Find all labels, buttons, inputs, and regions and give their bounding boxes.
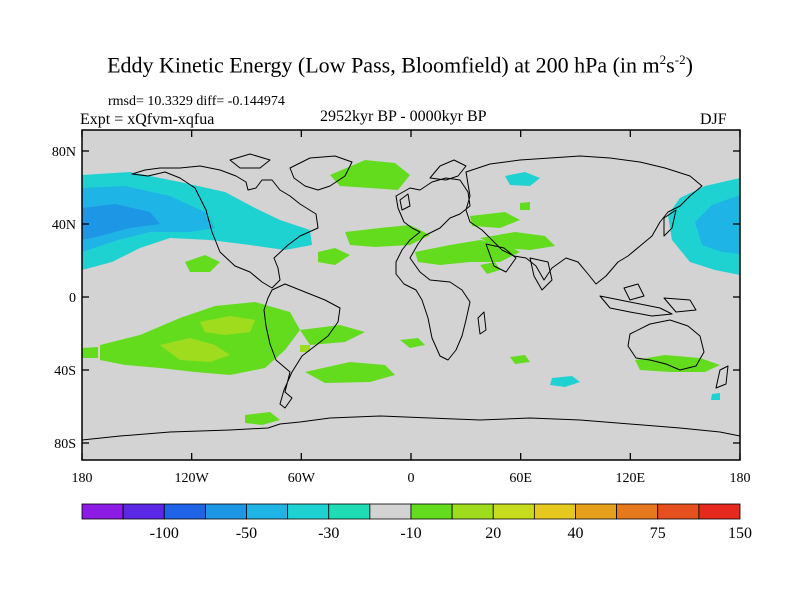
arabia-green (480, 262, 500, 274)
lon-tick-label: 180 (730, 471, 751, 486)
lon-tick-label: 120W (175, 471, 210, 486)
north-america-coast (131, 165, 319, 289)
north-atlantic-green (330, 160, 410, 190)
south-atlantic-green-2 (305, 362, 395, 383)
australia-coast (627, 319, 705, 371)
uk-coast (399, 193, 411, 211)
scandinavia-coast (429, 159, 467, 181)
colorbar-label: -10 (400, 525, 421, 542)
colorbar-label: -30 (318, 525, 339, 542)
lon-tick-label: 180 (72, 471, 93, 486)
map-axes: 80N 40N 0 40S 80S 180 120W 60W 0 60E 120E 180 (52, 130, 751, 486)
experiment-label: Expt = xQfvm-xqfua (80, 111, 215, 128)
colorbar-swatch (533, 503, 576, 520)
europe-green (470, 212, 520, 228)
lon-tick-label: 60E (509, 471, 532, 486)
colorbar-swatch (328, 503, 371, 520)
new-zealand-coast (715, 365, 729, 389)
anomaly-fields (82, 160, 740, 425)
borneo-coast (623, 283, 645, 301)
indonesia-coast (599, 295, 673, 317)
west-south-pacific-green (82, 347, 98, 358)
north-europe-green (520, 202, 530, 210)
south-atlantic-green-3 (400, 338, 425, 348)
west-atlantic-green (318, 248, 350, 265)
middle-east-green (480, 232, 555, 250)
south-pacific-yellowgreen-2 (200, 316, 255, 335)
season-label: DJF (700, 111, 727, 128)
colorbar-swatch (410, 503, 453, 520)
north-atlantic-cyan-patch (505, 172, 540, 186)
chart-title: Eddy Kinetic Energy (Low Pass, Bloomfiel… (107, 52, 693, 78)
colorbar-swatch (575, 503, 618, 520)
lat-tick-label: 40S (54, 364, 76, 379)
colorbar-swatch (616, 503, 659, 520)
colorbar-swatch (204, 503, 247, 520)
arabian-peninsula-coast (485, 243, 517, 273)
lat-tick-label: 0 (69, 291, 76, 306)
colorbar-swatch (287, 503, 330, 520)
lat-tick-label: 40N (52, 218, 76, 233)
colorbar-label: 150 (728, 525, 752, 542)
south-of-africa-green (510, 355, 530, 364)
coastlines (82, 153, 740, 441)
south-america-coast (263, 283, 341, 409)
colorbar-label: 20 (485, 525, 501, 542)
north-pacific-east-core (695, 195, 740, 254)
lat-tick-label: 80S (54, 437, 76, 452)
colorbar-swatch (246, 503, 289, 520)
southern-ocean-cyan-patch (711, 393, 720, 400)
rmsd-diff-label: rmsd= 10.3329 diff= -0.144974 (108, 94, 285, 109)
south-atlantic-green (300, 325, 365, 345)
east-pacific-green (185, 255, 220, 272)
japan-coast (663, 209, 677, 237)
greenland-coast (289, 155, 353, 191)
colorbar-swatch (657, 503, 700, 520)
india-coast (529, 257, 553, 291)
europe-africa-coast (395, 177, 471, 361)
lon-tick-label: 60W (288, 471, 316, 486)
colorbar-label: 40 (568, 525, 584, 542)
colorbar-swatch (698, 503, 741, 520)
south-indian-cyan-patch (550, 376, 580, 387)
colorbar-label: -100 (150, 525, 179, 542)
new-guinea-coast (663, 297, 697, 313)
lon-tick-label: 120E (616, 471, 646, 486)
south-pacific-yellowgreen (160, 338, 230, 362)
colorbar-label: 75 (650, 525, 666, 542)
map-background (82, 130, 740, 460)
colorbar-swatch (81, 503, 124, 520)
north-pacific-west-inner (82, 204, 160, 240)
colorbar-swatch (492, 503, 535, 520)
canadian-archipelago-coast (229, 153, 271, 169)
southern-yellowgreen-patch (300, 345, 310, 352)
period-label: 2952kyr BP - 0000kyr BP (320, 108, 487, 125)
lat-tick-label: 80N (52, 145, 76, 160)
colorbar-swatch (369, 503, 412, 520)
north-africa-green (415, 240, 520, 265)
lon-tick-label: 0 (408, 471, 415, 486)
colorbar-swatch (451, 503, 494, 520)
antarctica-coast (82, 415, 740, 441)
southern-ocean-green (245, 412, 280, 425)
colorbar: -100 -50 -30 -10 20 40 75 150 (81, 503, 752, 542)
australia-south-green (635, 355, 720, 372)
madagascar-coast (477, 311, 487, 335)
colorbar-label: -50 (236, 525, 257, 542)
colorbar-swatch (122, 503, 165, 520)
colorbar-swatch (163, 503, 206, 520)
